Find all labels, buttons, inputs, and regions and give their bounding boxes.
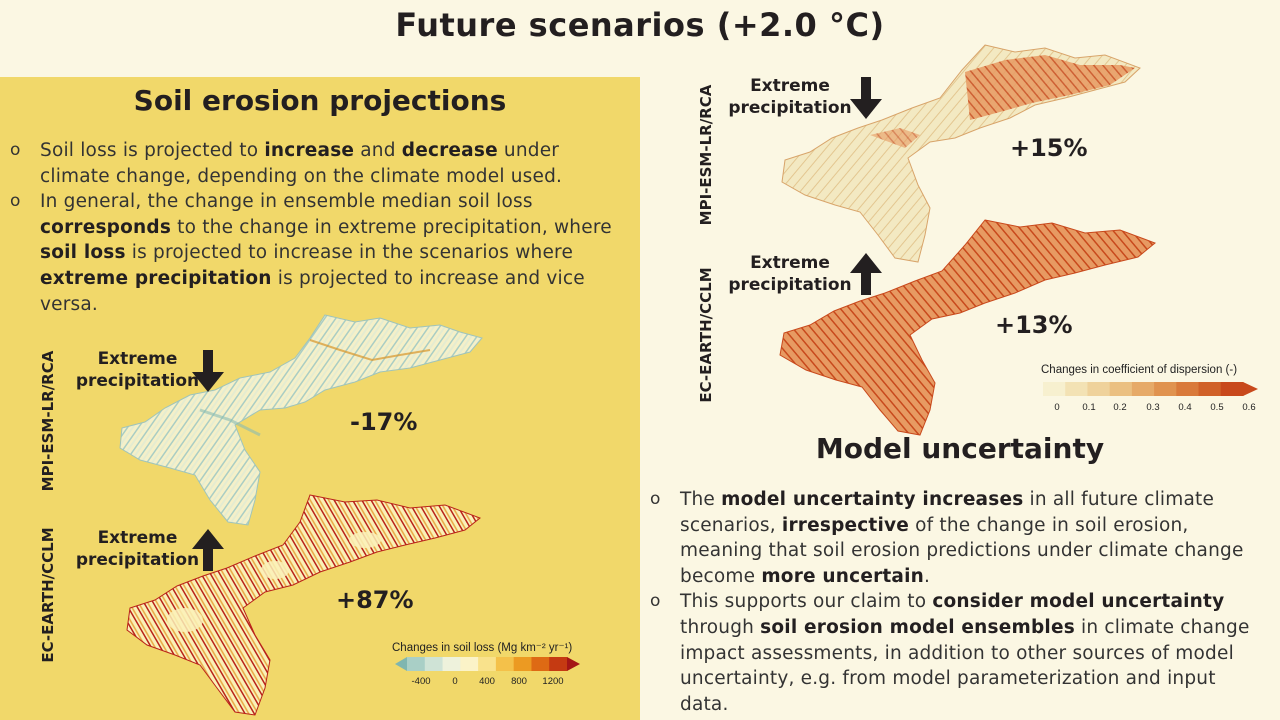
bullet-item: Soil loss is projected to increase and d…: [10, 138, 625, 189]
legend-ticks: 0 0.1 0.2 0.3 0.4 0.5 0.6: [1043, 402, 1258, 414]
soil-erosion-bullets: Soil loss is projected to increase and d…: [10, 138, 625, 317]
colorbar-segment: [407, 657, 426, 671]
dispersion-legend: Changes in coefficient of dispersion (-)…: [1038, 362, 1263, 417]
colorbar-segment: [478, 657, 497, 671]
legend-tick: 0.5: [1210, 402, 1224, 413]
legend-tick: 400: [479, 676, 495, 687]
model-uncertainty-bullets: The model uncertainty increases in all f…: [650, 487, 1270, 717]
model-label-ec-earth: EC-EARTH/CCLM: [697, 267, 715, 403]
legend-ticks: -400 0 400 800 1200: [395, 676, 580, 688]
soil-loss-map-mpi: [119, 314, 483, 526]
extreme-precip-label: Extreme precipitation: [728, 76, 852, 118]
extreme-precip-label: Extreme precipitation: [75, 528, 200, 570]
colorbar-segment: [1065, 382, 1088, 396]
model-label-ec-earth: EC-EARTH/CCLM: [39, 527, 57, 663]
bullet-item: The model uncertainty increases in all f…: [650, 487, 1270, 589]
soil-loss-change-ec-earth: +87%: [336, 586, 414, 614]
soil-erosion-heading: Soil erosion projections: [133, 84, 507, 117]
colorbar-segment: [1198, 382, 1222, 396]
bullet-item: In general, the change in ensemble media…: [10, 189, 625, 317]
page-title: Future scenarios (+2.0 °C): [395, 6, 885, 44]
dispersion-colorbar: [1043, 382, 1258, 396]
extreme-precip-label: Extreme precipitation: [728, 253, 852, 295]
soil-loss-change-mpi: -17%: [350, 408, 418, 436]
colorbar-segment: [1154, 382, 1177, 396]
model-uncertainty-heading: Model uncertainty: [815, 432, 1105, 465]
legend-title: Changes in soil loss (Mg km⁻² yr⁻¹): [392, 642, 573, 654]
colorbar-segment: [549, 657, 568, 671]
legend-tick: 1200: [542, 676, 564, 687]
legend-tick: 0.3: [1146, 402, 1160, 413]
colorbar-segment: [1131, 382, 1155, 396]
arrow-down-icon: [192, 350, 224, 392]
colorbar-segment: [1220, 382, 1244, 396]
colorbar-segment: [424, 657, 444, 671]
colorbar-segment: [1109, 382, 1133, 396]
colorbar-segment: [495, 657, 515, 671]
bullet-item: This supports our claim to consider mode…: [650, 589, 1270, 717]
extreme-precip-label: Extreme precipitation: [75, 349, 200, 391]
model-label-mpi: MPI-ESM-LR/RCA: [697, 84, 715, 226]
arrow-up-icon: [850, 253, 882, 295]
dispersion-map-ec-earth: [779, 219, 1156, 436]
dispersion-change-mpi: +15%: [1010, 134, 1088, 162]
arrow-up-icon: [192, 529, 224, 571]
legend-tick: 0.2: [1113, 402, 1127, 413]
colorbar-segment: [1087, 382, 1111, 396]
legend-tick: 800: [511, 676, 527, 687]
legend-tick: 0: [452, 676, 458, 687]
legend-tick: 0.6: [1242, 402, 1256, 413]
legend-tick: -400: [411, 676, 431, 687]
arrow-down-icon: [850, 77, 882, 119]
colorbar-segment: [1043, 382, 1066, 396]
legend-tick: 0.4: [1178, 402, 1192, 413]
soil-loss-colorbar: [395, 657, 580, 671]
colorbar-segment: [1176, 382, 1200, 396]
legend-tick: 0: [1054, 402, 1060, 413]
soil-loss-legend: Changes in soil loss (Mg km⁻² yr⁻¹) -400…: [390, 640, 595, 690]
colorbar-segment: [460, 657, 479, 671]
colorbar-segment: [513, 657, 532, 671]
dispersion-map-mpi: [781, 44, 1141, 263]
model-label-mpi: MPI-ESM-LR/RCA: [39, 350, 57, 492]
colorbar-segment: [531, 657, 550, 671]
colorbar-segment: [442, 657, 461, 671]
dispersion-change-ec-earth: +13%: [995, 311, 1073, 339]
legend-title: Changes in coefficient of dispersion (-): [1041, 364, 1238, 376]
legend-tick: 0.1: [1082, 402, 1096, 413]
soil-loss-map-ec-earth: [126, 494, 482, 716]
